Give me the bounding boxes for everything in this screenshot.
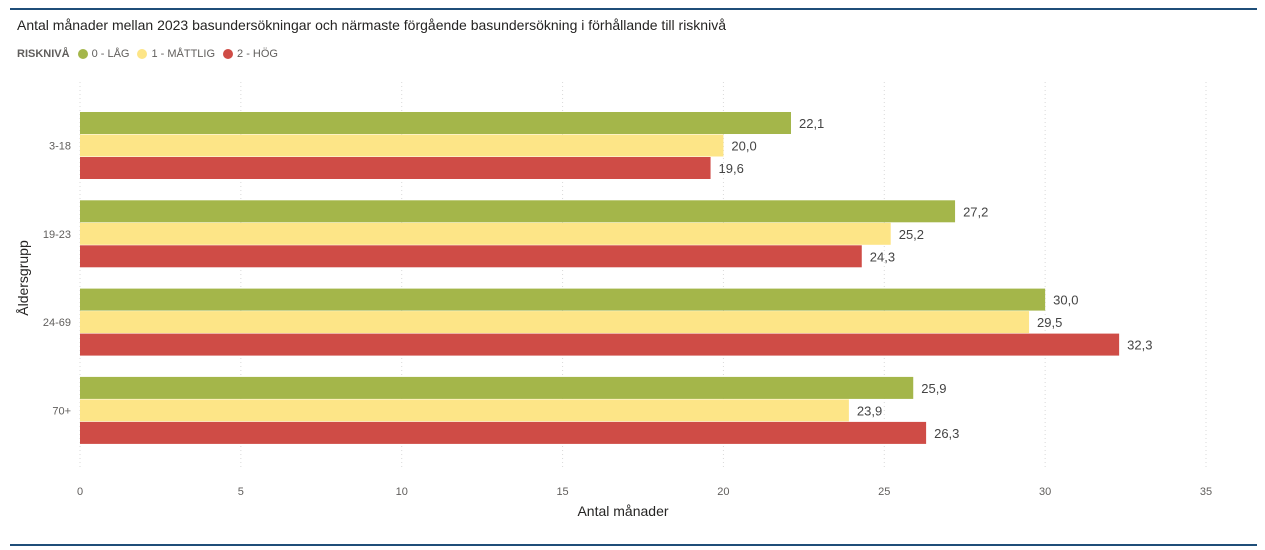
category-label: 19-23 xyxy=(43,229,71,241)
legend-dot-icon xyxy=(77,49,88,59)
top-rule xyxy=(10,8,1257,10)
category-label: 24-69 xyxy=(43,317,71,329)
bar xyxy=(80,421,927,444)
bar xyxy=(80,134,724,157)
x-axis-title: Antal månader xyxy=(577,503,668,519)
legend-label: 1 - MÅTTLIG xyxy=(151,48,216,60)
legend-dot-icon xyxy=(223,49,234,59)
legend: RISKNIVÅ 0 - LÅG 1 - MÅTTLIG 2 - HÖG xyxy=(17,48,286,60)
legend-item-lag[interactable]: 0 - LÅG xyxy=(77,48,130,60)
category-label: 70+ xyxy=(52,405,71,417)
x-tick-label: 20 xyxy=(717,486,729,498)
y-axis-title: Åldersgrupp xyxy=(15,240,31,316)
legend-item-mattlig[interactable]: 1 - MÅTTLIG xyxy=(137,48,215,60)
legend-label: 0 - LÅG xyxy=(91,48,130,60)
bar xyxy=(80,376,914,399)
bar xyxy=(80,112,791,134)
data-label: 20,0 xyxy=(731,139,756,154)
bar xyxy=(80,333,1120,356)
chart-title: Antal månader mellan 2023 basundersöknin… xyxy=(17,17,726,33)
legend-title: RISKNIVÅ xyxy=(17,48,70,60)
bar xyxy=(80,399,849,422)
category-label: 3-18 xyxy=(49,141,71,153)
bar xyxy=(80,245,862,268)
legend-dot-icon xyxy=(137,49,148,59)
x-tick-label: 35 xyxy=(1200,486,1212,498)
data-label: 32,3 xyxy=(1127,338,1152,353)
x-tick-label: 30 xyxy=(1039,486,1051,498)
data-label: 30,0 xyxy=(1053,293,1078,308)
data-label: 22,1 xyxy=(799,116,824,131)
bar xyxy=(80,157,711,179)
data-label: 29,5 xyxy=(1037,315,1062,330)
data-label: 27,2 xyxy=(963,204,988,219)
legend-item-hog[interactable]: 2 - HÖG xyxy=(223,48,278,60)
x-tick-label: 10 xyxy=(396,486,408,498)
bottom-rule xyxy=(10,544,1257,546)
legend-label: 2 - HÖG xyxy=(237,48,278,60)
bar xyxy=(80,200,956,223)
x-tick-label: 0 xyxy=(77,486,83,498)
bar xyxy=(80,311,1030,334)
bar xyxy=(80,288,1046,311)
x-tick-label: 15 xyxy=(556,486,568,498)
data-label: 25,9 xyxy=(921,381,946,396)
data-label: 23,9 xyxy=(857,403,882,418)
data-label: 19,6 xyxy=(719,161,744,176)
x-tick-label: 25 xyxy=(878,486,890,498)
x-tick-label: 5 xyxy=(238,486,244,498)
data-label: 24,3 xyxy=(870,249,895,264)
bar xyxy=(80,222,891,245)
data-label: 26,3 xyxy=(934,426,959,441)
data-label: 25,2 xyxy=(899,227,924,242)
